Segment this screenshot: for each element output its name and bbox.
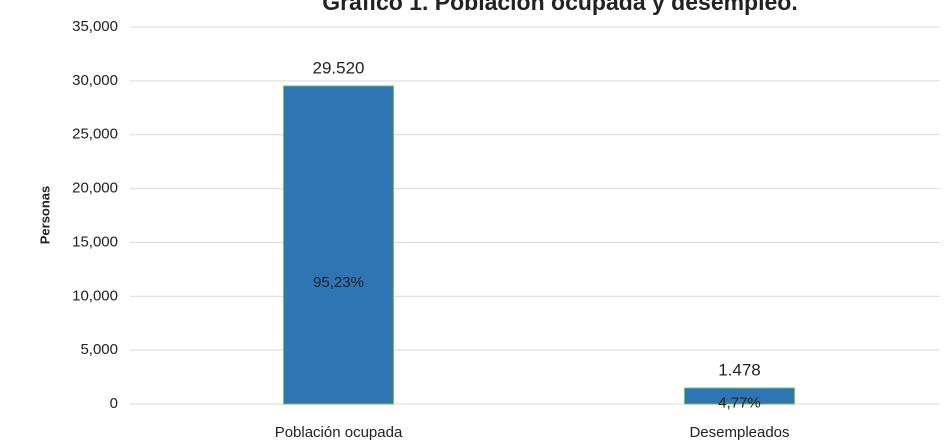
y-tick-label: 25,000 xyxy=(72,126,118,143)
y-tick-label: 0 xyxy=(110,395,118,412)
y-axis-label: Personas xyxy=(37,186,52,245)
y-tick-label: 35,000 xyxy=(72,18,118,35)
y-tick-label: 5,000 xyxy=(80,341,118,358)
share-label: 4,77% xyxy=(718,395,761,412)
bar xyxy=(684,387,795,405)
value-label: 29.520 xyxy=(313,59,365,78)
y-tick-label: 10,000 xyxy=(72,287,118,304)
x-tick-label: Población ocupada xyxy=(275,424,403,441)
chart-title: Gráfico 1. Población ocupada y desempleo… xyxy=(322,0,797,15)
x-tick-label: Desempleados xyxy=(689,424,789,441)
y-tick-label: 20,000 xyxy=(72,180,118,197)
value-label: 1.478 xyxy=(718,361,761,380)
y-tick-label: 15,000 xyxy=(72,233,118,250)
bar xyxy=(283,85,394,405)
y-tick-label: 30,000 xyxy=(72,72,118,89)
share-label: 95,23% xyxy=(313,274,364,291)
